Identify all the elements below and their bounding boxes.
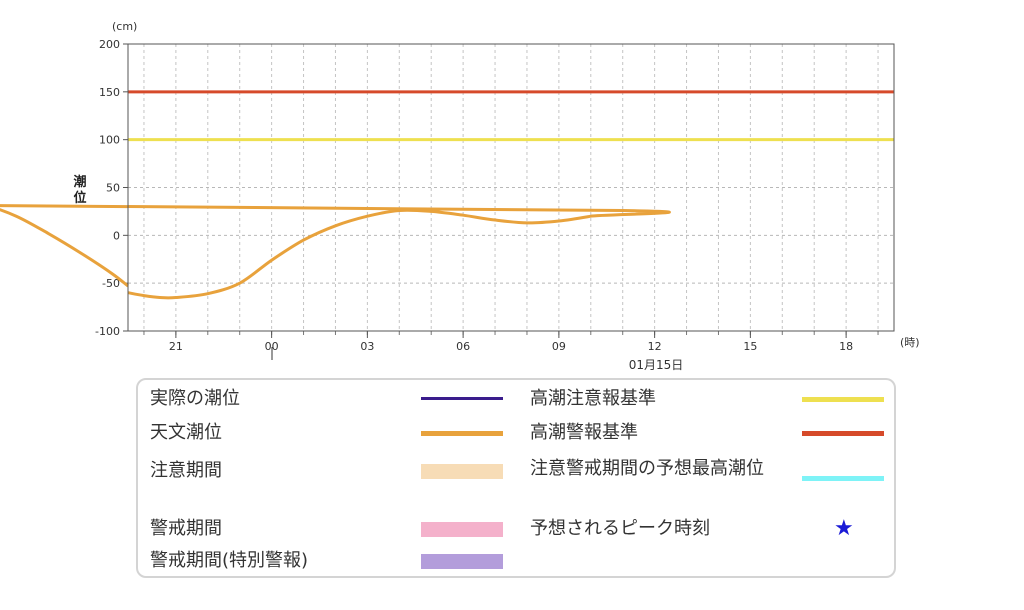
legend-swatch-actual-tide [421,397,503,400]
star-icon: ★ [834,516,854,541]
x-tick-label: 12 [648,340,662,353]
x-tick-label: 03 [360,340,374,353]
x-tick-label: 00 [265,340,279,353]
tide-chart: 200 150 100 50 0 -50 -100 21 00 03 06 09 12 15 18 (cm… [0,20,920,372]
legend-label-warning-threshold: 高潮警報基準 [530,422,638,443]
y-unit-label: (cm) [112,20,137,33]
date-label: 01月15日 [629,358,684,372]
x-tick-label: 18 [839,340,853,353]
legend-swatch-astronomical-tide [421,431,503,436]
x-tick-label: 06 [456,340,470,353]
y-axis-title: 潮位 [73,174,86,206]
legend-swatch-caution-period [421,464,503,479]
legend-label-advisory-threshold: 高潮注意報基準 [530,388,656,409]
series-line-astronomical-tide [0,204,671,300]
legend-label-expected-max-tide: 注意警戒期間の予想最高潮位 [530,458,764,479]
x-axis: 21 00 03 06 09 12 15 18 [143,331,879,353]
grid [128,44,894,331]
legend-swatch-warning-period [421,522,503,537]
y-tick-label: -50 [102,277,120,290]
x-unit-label: (時) [900,336,920,349]
legend-swatch-special-warning-period [421,554,503,569]
legend-swatch-advisory-threshold [802,397,884,402]
plot-frame [127,43,895,332]
legend-label-astronomical-tide: 天文潮位 [150,422,222,443]
y-axis: 200 150 100 50 0 -50 -100 [95,38,128,338]
y-tick-label: 200 [99,38,120,51]
legend-swatch-warning-threshold [802,431,884,436]
legend-label-actual-tide: 実際の潮位 [150,388,240,409]
y-tick-label: 150 [99,86,120,99]
y-tick-label: -100 [95,325,120,338]
legend-swatch-expected-max-tide [802,476,884,481]
legend-label-caution-period: 注意期間 [150,460,222,481]
y-tick-label: 100 [99,134,120,147]
series-layer [0,90,894,300]
legend: 実際の潮位 高潮注意報基準天文潮位 高潮警報基準注意期間 注意警戒期間の予想最高潮位警… [136,378,896,578]
y-tick-label: 50 [106,182,120,195]
x-tick-label: 21 [169,340,183,353]
legend-label-warning-period: 警戒期間 [150,518,222,539]
x-tick-label: 15 [743,340,757,353]
legend-label-peak-time: 予想されるピーク時刻 [530,518,710,539]
legend-label-special-warning-period: 警戒期間(特別警報) [150,550,309,571]
x-tick-label: 09 [552,340,566,353]
y-tick-label: 0 [113,229,120,242]
